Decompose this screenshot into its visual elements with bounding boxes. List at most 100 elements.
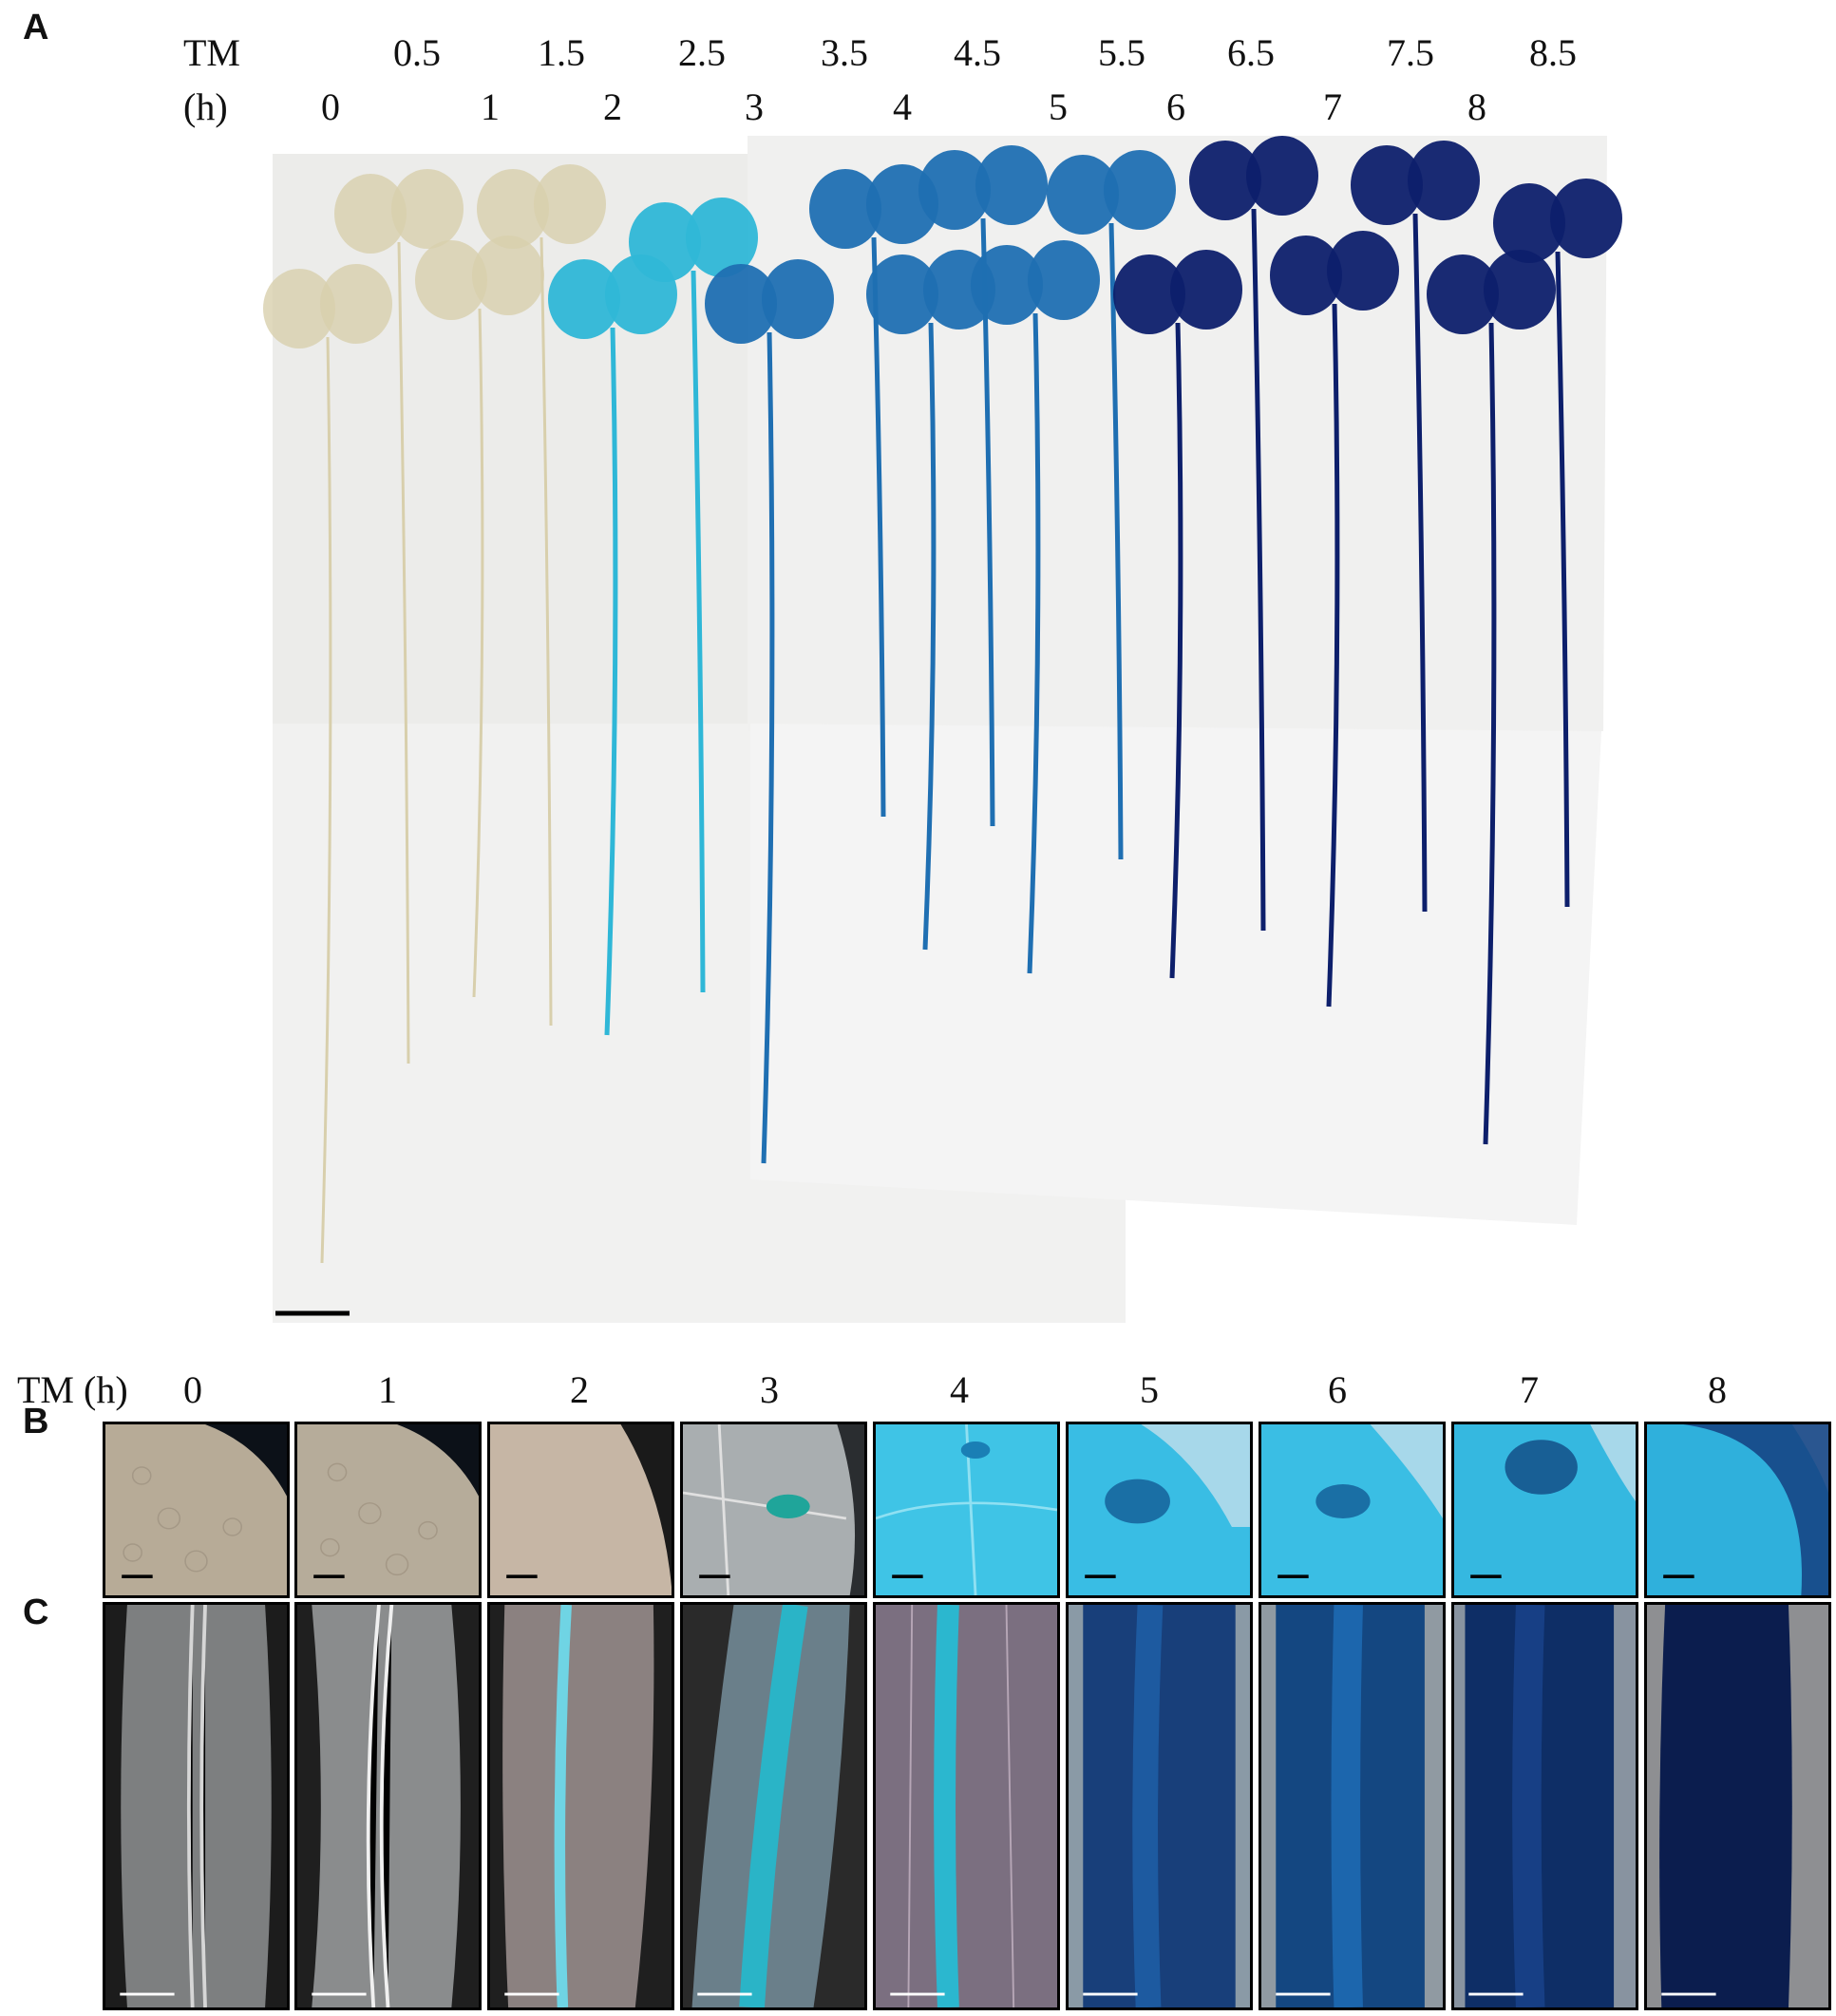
root-tile-6h — [1259, 1602, 1446, 2010]
hour-label: 7 — [1323, 85, 1342, 128]
root-tile-7h — [1451, 1602, 1638, 2010]
half-hour-label: 0.5 — [393, 31, 441, 74]
col-time-label: 1 — [378, 1368, 397, 1411]
seedling-root — [1108, 222, 1124, 860]
seedling-cotyledon — [477, 169, 549, 249]
hour-label: 4 — [893, 85, 912, 128]
seedling-cotyledon — [686, 198, 758, 277]
col-time-label: 6 — [1328, 1368, 1347, 1411]
half-hour-label: 5.5 — [1098, 31, 1145, 74]
panel-a-letter: A — [23, 8, 49, 47]
seedling-cotyledon — [1104, 150, 1176, 230]
seedling-cotyledon — [1113, 254, 1185, 334]
seedling-root — [472, 308, 484, 998]
seedling-root — [397, 241, 410, 1065]
seedling-cotyledon — [975, 145, 1048, 225]
seedling-cotyledon — [762, 259, 834, 339]
col-time-label: 5 — [1140, 1368, 1159, 1411]
seedling-root — [1251, 208, 1266, 932]
seedling-cotyledon — [1351, 145, 1423, 225]
seedling-cotyledon — [415, 240, 487, 320]
seedling-root — [1027, 312, 1041, 974]
seedling-root — [691, 270, 706, 993]
seedling-cotyledon — [548, 259, 620, 339]
root-tile-1h — [294, 1602, 482, 2010]
hour-label: 1 — [481, 85, 500, 128]
seedling-cotyledon — [629, 202, 701, 282]
half-hour-label: 6.5 — [1227, 31, 1275, 74]
seedling-cotyledon — [1427, 254, 1499, 334]
half-hour-label: 1.5 — [538, 31, 585, 74]
hour-label: 8 — [1467, 85, 1486, 128]
half-hour-label: 8.5 — [1529, 31, 1577, 74]
seedling-cotyledon — [866, 254, 938, 334]
root-tile-0h — [103, 1602, 290, 2010]
half-hour-label: 4.5 — [954, 31, 1001, 74]
root-tile-5h — [1066, 1602, 1253, 2010]
cotyledon-tile-4h — [873, 1422, 1060, 1598]
cotyledon-tile-6h — [1259, 1422, 1446, 1598]
root-tile-4h — [873, 1602, 1060, 2010]
cotyledon-tile-5h — [1066, 1422, 1253, 1598]
col-time-label: 8 — [1708, 1368, 1727, 1411]
hour-label: 5 — [1049, 85, 1068, 128]
seedling-cotyledon — [1484, 250, 1556, 330]
seedling-cotyledon — [971, 245, 1043, 325]
seedling-root — [604, 327, 618, 1036]
col-time-label: 2 — [570, 1368, 589, 1411]
cotyledon-tile-2h — [487, 1422, 674, 1598]
panel-b-letter: B — [23, 1402, 49, 1441]
root-tile-2h — [487, 1602, 674, 2010]
seedling-cotyledon — [1550, 179, 1622, 258]
col-time-label: 3 — [760, 1368, 779, 1411]
seedling-root — [539, 236, 553, 1027]
seedling-cotyledon — [391, 169, 464, 249]
cotyledon-tile-1h — [294, 1422, 482, 1598]
hour-label: 0 — [321, 85, 340, 128]
hour-label: 2 — [603, 85, 622, 128]
seedling-cotyledon — [263, 269, 335, 349]
half-hour-label: 7.5 — [1387, 31, 1434, 74]
col-time-label: 7 — [1520, 1368, 1539, 1411]
col-time-label: 0 — [183, 1368, 202, 1411]
seedling-cotyledon — [1408, 141, 1480, 220]
seedling-cotyledon — [320, 264, 392, 344]
root-tile-8h — [1644, 1602, 1831, 2010]
hour-label: 3 — [745, 85, 764, 128]
seedling-root — [1483, 322, 1497, 1145]
panel-c-letter: C — [23, 1592, 49, 1632]
hour-label: 6 — [1166, 85, 1185, 128]
seedling-root — [1326, 303, 1340, 1008]
seedling-cotyledon — [705, 264, 777, 344]
seedling-root — [320, 336, 332, 1264]
seedling-cotyledon — [1028, 240, 1100, 320]
seedling-cotyledon — [472, 236, 544, 315]
seedling-root — [1412, 213, 1428, 913]
seedling-cotyledon — [1047, 155, 1119, 235]
half-hour-label: 3.5 — [821, 31, 868, 74]
seedling-cotyledon — [918, 150, 991, 230]
seedling-root — [761, 331, 775, 1164]
seedling-root — [922, 322, 937, 951]
panel-bc-tm-label: TM (h) — [17, 1368, 128, 1411]
col-time-label: 4 — [950, 1368, 969, 1411]
seedling-root — [1555, 251, 1570, 908]
seedling-cotyledon — [1270, 236, 1342, 315]
seedling-cotyledon — [534, 164, 606, 244]
seedling-cotyledon — [334, 174, 407, 254]
seedling-cotyledon — [1170, 250, 1242, 330]
seedling-root — [1169, 322, 1183, 979]
seedling-cotyledon — [1493, 183, 1565, 263]
seedling-cotyledon — [1327, 231, 1399, 311]
panel-a-h-label: (h) — [183, 85, 228, 128]
cotyledon-tile-7h — [1451, 1422, 1638, 1598]
seedling-cotyledon — [809, 169, 881, 249]
root-tile-3h — [680, 1602, 867, 2010]
cotyledon-tile-3h — [680, 1422, 867, 1598]
cotyledon-tile-0h — [103, 1422, 290, 1598]
seedling-cotyledon — [1246, 136, 1318, 216]
half-hour-label: 2.5 — [678, 31, 726, 74]
seedlings-group — [263, 136, 1622, 1264]
panel-a-tm-label: TM — [183, 31, 240, 74]
seedling-photo-panel — [263, 136, 1622, 1323]
